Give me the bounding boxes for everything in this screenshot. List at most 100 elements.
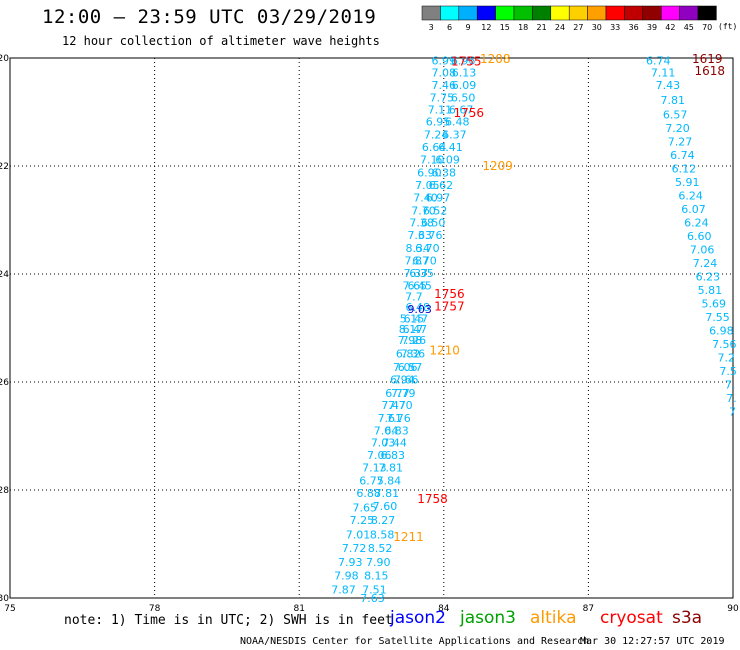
colorbar-tick-label: 33 (610, 23, 620, 32)
swh-point-label: 6.47 (404, 312, 429, 325)
swh-point-label: 7. (726, 392, 737, 405)
y-tick-label: -24 (0, 270, 9, 280)
swh-point-label: 6.57 (663, 109, 688, 122)
colorbar-swatch (605, 5, 625, 21)
colorbar-swatch (440, 5, 460, 21)
swh-point-label: 7.38 (409, 217, 434, 230)
swh-point-label: 6.50 (451, 91, 476, 104)
swh-point-label: 7.72 (342, 542, 367, 555)
swh-point-label: 6.74 (646, 55, 671, 68)
time-label: 1208 (480, 52, 511, 66)
swh-point-label: 6.52 (423, 204, 448, 217)
swh-point-label: 7.24 (693, 257, 718, 270)
swh-point-label: 7.36 (401, 347, 426, 360)
swh-point-label: 6.90 (417, 166, 442, 179)
swh-point-label: 6.64 (422, 141, 447, 154)
swh-point-label: 9.03 (407, 303, 432, 316)
swh-point-label: 7.2 (718, 352, 736, 365)
swh-point-label: 8.58 (370, 528, 395, 541)
swh-point-label: 7.81 (375, 487, 400, 500)
swh-point-label: 6.95 (426, 116, 451, 129)
swh-point-label: 6.83 (380, 449, 405, 462)
swh-point-label: 6.99 (432, 55, 457, 68)
time-label: 1757 (434, 299, 465, 313)
swh-point-label: 6.24 (678, 190, 703, 203)
swh-point-label: 6.09 (435, 154, 460, 167)
swh-point-label: 6.13 (452, 67, 477, 80)
credit-text: NOAA/NESDIS Center for Satellite Applica… (240, 636, 590, 647)
swh-point-label: 7.44 (382, 436, 407, 449)
swh-point-label: 6.98 (709, 325, 734, 338)
x-tick-label: 75 (4, 604, 15, 614)
swh-point-label: 6.35 (409, 267, 434, 280)
colorbar-swatch (642, 5, 662, 21)
x-tick-label: 90 (727, 604, 739, 614)
swh-point-label: 8.15 (364, 569, 389, 582)
legend-jason3: jason3 (460, 608, 516, 628)
swh-point-label: 7.7 (405, 291, 423, 304)
swh-point-label: 7.08 (432, 67, 457, 80)
x-tick-label: 81 (293, 604, 304, 614)
swh-point-label: 7.87 (331, 583, 356, 596)
swh-point-label: 7 (729, 406, 736, 419)
colorbar-tick-label: 21 (537, 23, 547, 32)
swh-point-label: 6.47 (403, 323, 428, 336)
swh-point-label: 5.91 (675, 176, 700, 189)
swh-point-label: 7.98 (398, 334, 423, 347)
swh-point-label: 6.24 (684, 217, 709, 230)
swh-point-label: 6.94 (390, 373, 415, 386)
swh-point-label: 8.17 (399, 323, 424, 336)
swh-point-label: 6.48 (445, 116, 470, 129)
x-tick-label: 84 (438, 604, 450, 614)
swh-point-label: 5.69 (701, 298, 726, 311)
swh-point-label: 7.01 (346, 528, 371, 541)
colorbar-swatch (476, 5, 496, 21)
swh-point-label: 6.07 (681, 203, 706, 216)
time-label: 1209 (482, 159, 513, 173)
legend-altika: altika (530, 608, 577, 628)
swh-point-label: 8.52 (368, 542, 393, 555)
timestamp-text: Mar 30 12:27:57 UTC 2019 (580, 636, 725, 647)
swh-point-label: 7.33 (407, 229, 432, 242)
swh-point-label: 6.77 (385, 387, 410, 400)
y-tick-label: -20 (0, 54, 9, 64)
swh-point-label: 6.88 (356, 487, 381, 500)
colorbar-tick-label: 3 (429, 23, 434, 32)
swh-point-label: 7.06 (393, 361, 418, 374)
colorbar-tick-label: 27 (573, 23, 583, 32)
colorbar-swatch (624, 5, 644, 21)
x-tick-label: 78 (149, 604, 161, 614)
colorbar-tick-label: 42 (665, 23, 675, 32)
swh-point-label: 5.81 (698, 284, 723, 297)
colorbar-swatch (532, 5, 552, 21)
swh-point-label: 6.38 (432, 166, 457, 179)
swh-point-label: 7.84 (377, 474, 402, 487)
swh-point-label: 6.70 (415, 242, 440, 255)
y-tick-label: -26 (0, 378, 9, 388)
swh-point-label: 8.27 (371, 514, 396, 527)
note-text: note: 1) Time is in UTC; 2) SWH is in fe… (64, 613, 393, 628)
legend-s3a: s3a (672, 608, 703, 628)
colorbar-tick-label: 18 (518, 23, 528, 32)
chart-subtitle: 12 hour collection of altimeter wave hei… (62, 34, 380, 48)
swh-point-label: 6.76 (418, 229, 443, 242)
colorbar-swatch (679, 5, 699, 21)
swh-point-label: 7.55 (705, 311, 730, 324)
colorbar-swatch (495, 5, 515, 21)
swh-point-label: 7.24 (424, 129, 449, 142)
legend-jason2: jason2 (390, 608, 446, 628)
colorbar-tick-label: 12 (481, 23, 491, 32)
swh-point-label: 6.57 (398, 361, 423, 374)
swh-point-label: 7.46 (432, 79, 457, 92)
swh-point-label: 7.56 (712, 338, 737, 351)
swh-point-label: 7.43 (656, 79, 681, 92)
swh-point-label: 6.37 (442, 129, 467, 142)
colorbar-unit-label: (ft) (718, 22, 738, 31)
swh-point-label: 7.06 (690, 244, 715, 257)
swh-point-label: 7.79 (391, 387, 416, 400)
swh-point-label: 7.90 (366, 556, 391, 569)
colorbar-tick-label: 70 (702, 23, 712, 32)
y-tick-label: -28 (0, 486, 9, 496)
swh-point-label: 7.5 (719, 365, 737, 378)
swh-point-label: 6.96 (451, 55, 476, 68)
